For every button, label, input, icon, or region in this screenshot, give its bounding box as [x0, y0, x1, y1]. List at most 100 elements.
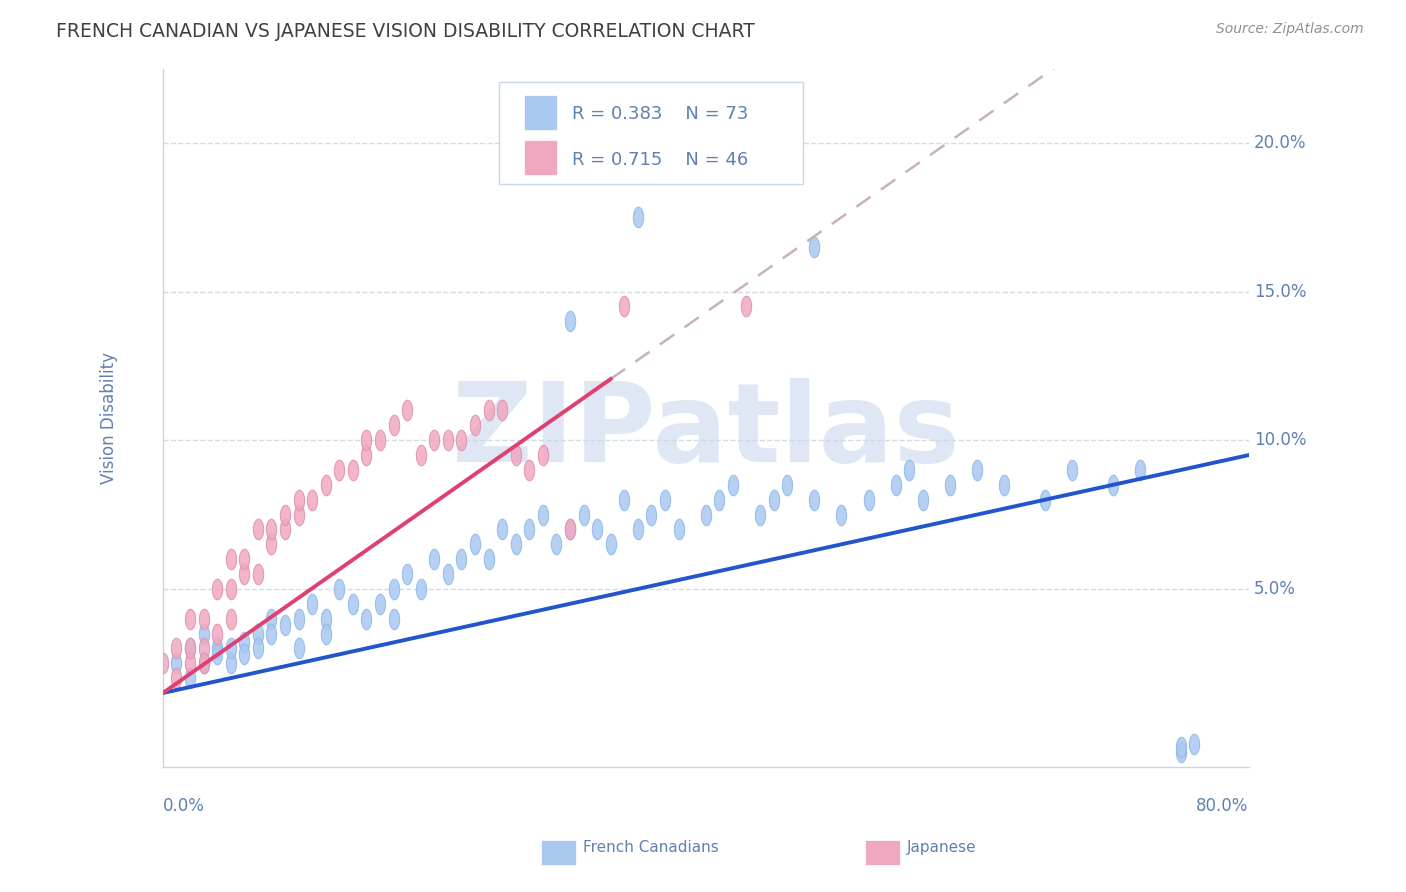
- Point: [193, 612, 215, 626]
- Point: [517, 463, 540, 477]
- Point: [260, 626, 283, 640]
- Point: [396, 567, 419, 582]
- Point: [246, 641, 269, 656]
- Point: [558, 523, 581, 537]
- Point: [505, 448, 527, 462]
- Point: [423, 434, 446, 448]
- Point: [1184, 737, 1206, 751]
- Point: [558, 523, 581, 537]
- Point: [382, 418, 405, 433]
- Point: [179, 641, 201, 656]
- Point: [382, 582, 405, 596]
- Point: [260, 612, 283, 626]
- Point: [328, 463, 350, 477]
- Point: [179, 612, 201, 626]
- Text: Source: ZipAtlas.com: Source: ZipAtlas.com: [1216, 22, 1364, 37]
- Point: [342, 597, 364, 611]
- Text: FRENCH CANADIAN VS JAPANESE VISION DISABILITY CORRELATION CHART: FRENCH CANADIAN VS JAPANESE VISION DISAB…: [56, 22, 755, 41]
- Point: [939, 478, 962, 492]
- Point: [219, 641, 242, 656]
- Point: [152, 657, 174, 671]
- Point: [179, 657, 201, 671]
- Point: [368, 597, 391, 611]
- Point: [287, 641, 309, 656]
- Point: [993, 478, 1015, 492]
- Point: [776, 478, 799, 492]
- Text: R = 0.383    N = 73: R = 0.383 N = 73: [572, 105, 748, 123]
- Point: [274, 617, 297, 632]
- Point: [368, 434, 391, 448]
- Point: [315, 478, 337, 492]
- Point: [179, 671, 201, 685]
- Point: [613, 300, 636, 314]
- Point: [179, 641, 201, 656]
- Point: [342, 463, 364, 477]
- Point: [193, 641, 215, 656]
- Text: 10.0%: 10.0%: [1254, 431, 1306, 450]
- Point: [491, 403, 513, 417]
- Text: Vision Disability: Vision Disability: [100, 352, 118, 484]
- Point: [558, 314, 581, 328]
- Point: [193, 626, 215, 640]
- Point: [165, 657, 187, 671]
- Point: [205, 626, 228, 640]
- Point: [613, 492, 636, 507]
- Point: [287, 612, 309, 626]
- Text: ZIPatlas: ZIPatlas: [451, 378, 960, 485]
- Point: [627, 211, 650, 225]
- Point: [233, 567, 256, 582]
- Point: [531, 448, 554, 462]
- Point: [911, 492, 934, 507]
- Point: [301, 492, 323, 507]
- Point: [1102, 478, 1125, 492]
- Point: [884, 478, 907, 492]
- Point: [219, 657, 242, 671]
- Point: [423, 552, 446, 566]
- Point: [193, 657, 215, 671]
- Point: [505, 537, 527, 551]
- Point: [260, 523, 283, 537]
- Point: [858, 492, 880, 507]
- Point: [721, 478, 744, 492]
- FancyBboxPatch shape: [499, 82, 803, 184]
- Point: [803, 240, 825, 254]
- Point: [654, 492, 676, 507]
- Point: [1129, 463, 1152, 477]
- Point: [762, 492, 785, 507]
- Text: 0.0%: 0.0%: [163, 797, 205, 815]
- Point: [396, 403, 419, 417]
- Text: 20.0%: 20.0%: [1254, 134, 1306, 152]
- Text: 15.0%: 15.0%: [1254, 283, 1306, 301]
- Point: [517, 523, 540, 537]
- Point: [165, 671, 187, 685]
- Point: [301, 597, 323, 611]
- Point: [668, 523, 690, 537]
- Point: [315, 626, 337, 640]
- Point: [1170, 739, 1192, 754]
- Point: [749, 508, 772, 522]
- Point: [205, 641, 228, 656]
- Point: [803, 492, 825, 507]
- Point: [640, 508, 662, 522]
- Point: [205, 582, 228, 596]
- Point: [328, 582, 350, 596]
- Point: [165, 641, 187, 656]
- Text: R = 0.715    N = 46: R = 0.715 N = 46: [572, 151, 748, 169]
- Point: [450, 552, 472, 566]
- Point: [478, 403, 501, 417]
- Point: [219, 552, 242, 566]
- Point: [219, 582, 242, 596]
- Point: [356, 448, 378, 462]
- Point: [287, 492, 309, 507]
- Point: [735, 300, 758, 314]
- Text: Japanese: Japanese: [907, 839, 977, 855]
- Bar: [524, 95, 557, 129]
- Point: [246, 523, 269, 537]
- Point: [219, 612, 242, 626]
- Text: 80.0%: 80.0%: [1197, 797, 1249, 815]
- Point: [356, 612, 378, 626]
- Point: [437, 434, 460, 448]
- Point: [695, 508, 717, 522]
- Point: [1062, 463, 1084, 477]
- Point: [315, 612, 337, 626]
